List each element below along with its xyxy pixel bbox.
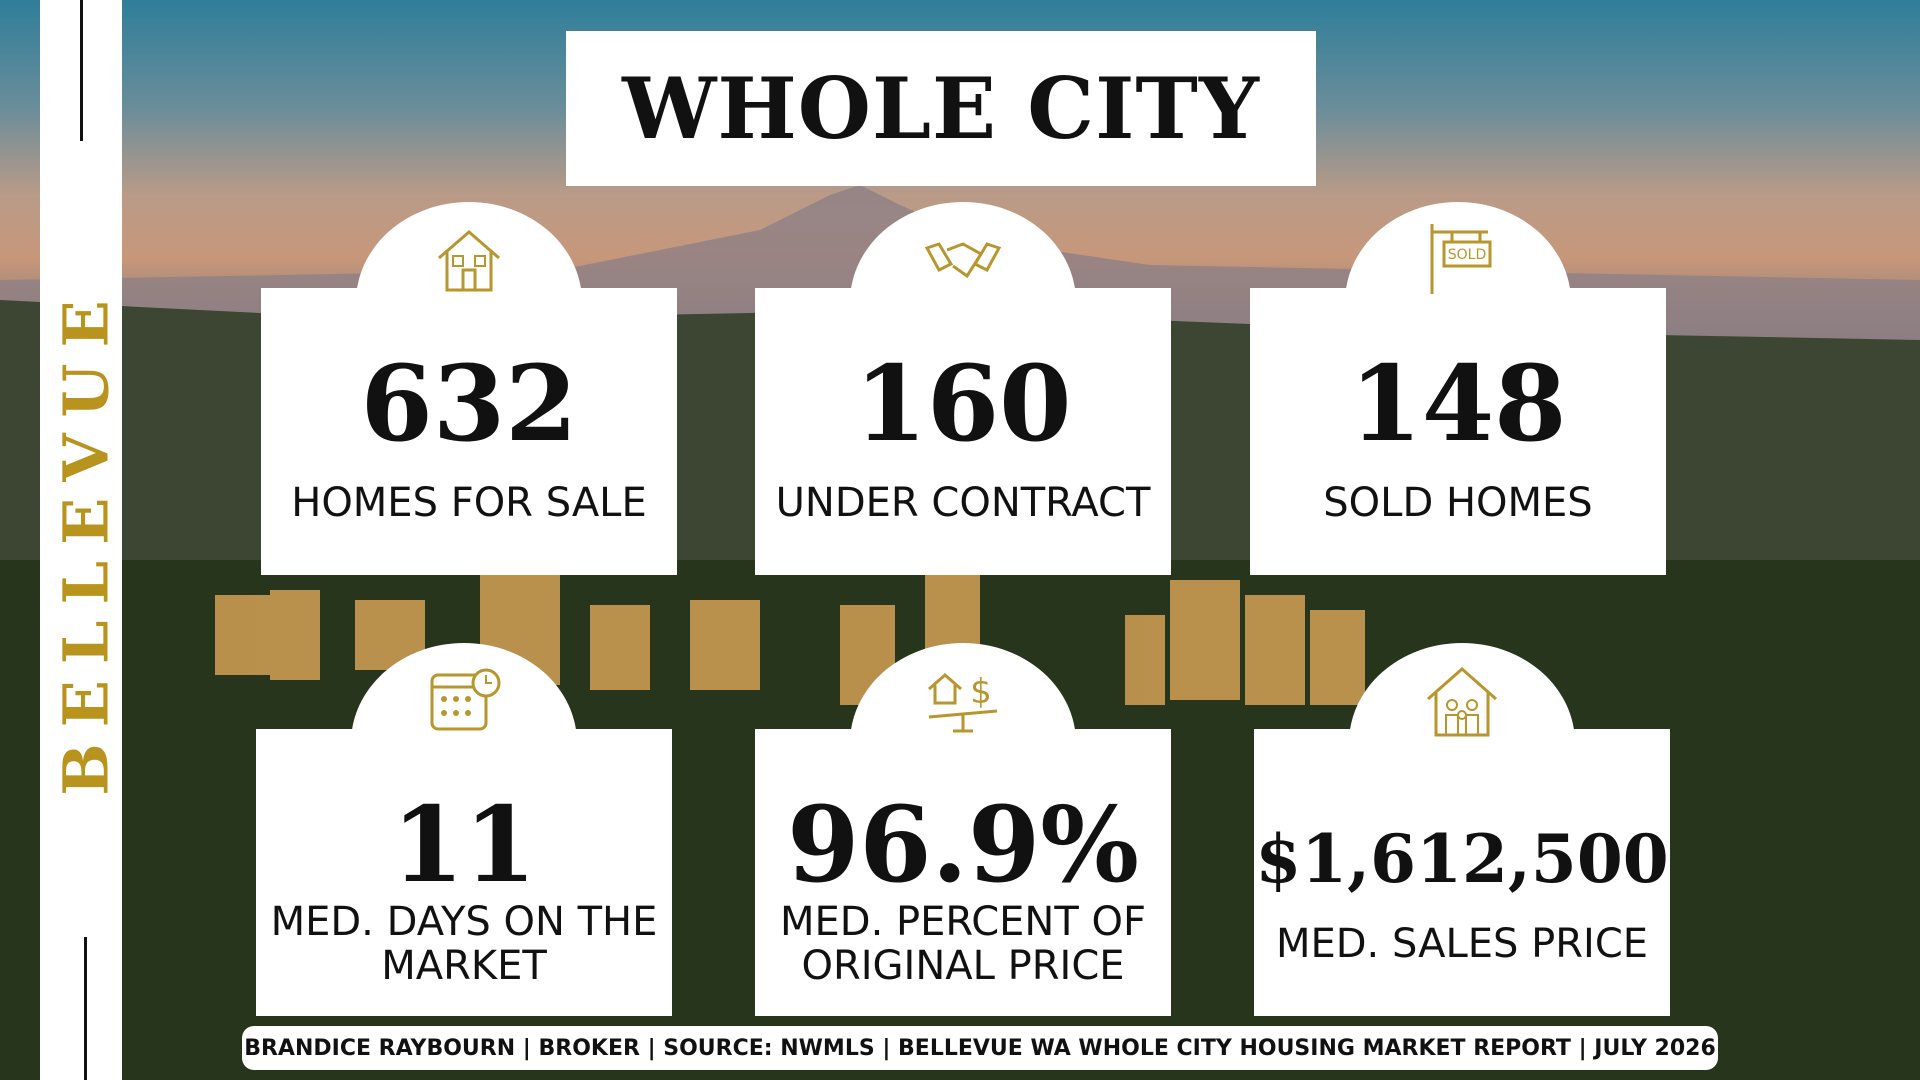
footer: BRANDICE RAYBOURN | BROKER | SOURCE: NWM… xyxy=(242,1026,1718,1070)
side-line xyxy=(80,0,83,141)
stat-label: MED. DAYS ON THE MARKET xyxy=(270,899,658,989)
stat-icon xyxy=(438,230,500,292)
stat-value: 160 xyxy=(854,342,1072,465)
stat-icon xyxy=(924,242,1002,279)
stat-label: UNDER CONTRACT xyxy=(775,480,1151,526)
title: WHOLE CITY xyxy=(622,59,1260,158)
stat-card: 11 MED. DAYS ON THE MARKET xyxy=(256,643,672,1016)
svg-text:$: $ xyxy=(970,672,992,712)
stat-label: HOMES FOR SALE xyxy=(291,480,647,526)
stat-icon: SOLD xyxy=(1430,224,1492,294)
stat-icon xyxy=(430,668,501,731)
stat-value: 632 xyxy=(360,342,578,465)
stat-card: SOLD 148 SOLD HOMES xyxy=(1250,202,1666,575)
stat-icon xyxy=(1427,666,1497,737)
title-box: WHOLE CITY xyxy=(566,31,1316,186)
stat-label: MED. SALES PRICE xyxy=(1275,921,1649,967)
stat-card: 160 UNDER CONTRACT xyxy=(755,202,1171,575)
side-line xyxy=(84,937,87,1080)
side-stripe xyxy=(40,0,122,1080)
stat-card: $ 96.9% MED. PERCENT OF ORIGINAL PRICE xyxy=(755,643,1171,1016)
stat-card: $1,612,500 MED. SALES PRICE xyxy=(1254,643,1670,1016)
stat-value: 96.9% xyxy=(786,783,1140,906)
stat-value: $1,612,500 xyxy=(1255,820,1669,898)
sold-sign: SOLD xyxy=(1448,247,1487,263)
stat-icon: $ xyxy=(928,672,998,733)
stat-card: 632 HOMES FOR SALE xyxy=(261,202,677,575)
stat-label: SOLD HOMES xyxy=(1323,480,1593,526)
stat-value: 11 xyxy=(391,783,537,906)
side-label: BELLEVUE xyxy=(49,284,123,796)
stat-label: MED. PERCENT OF ORIGINAL PRICE xyxy=(780,899,1146,989)
stat-value: 148 xyxy=(1349,342,1567,465)
